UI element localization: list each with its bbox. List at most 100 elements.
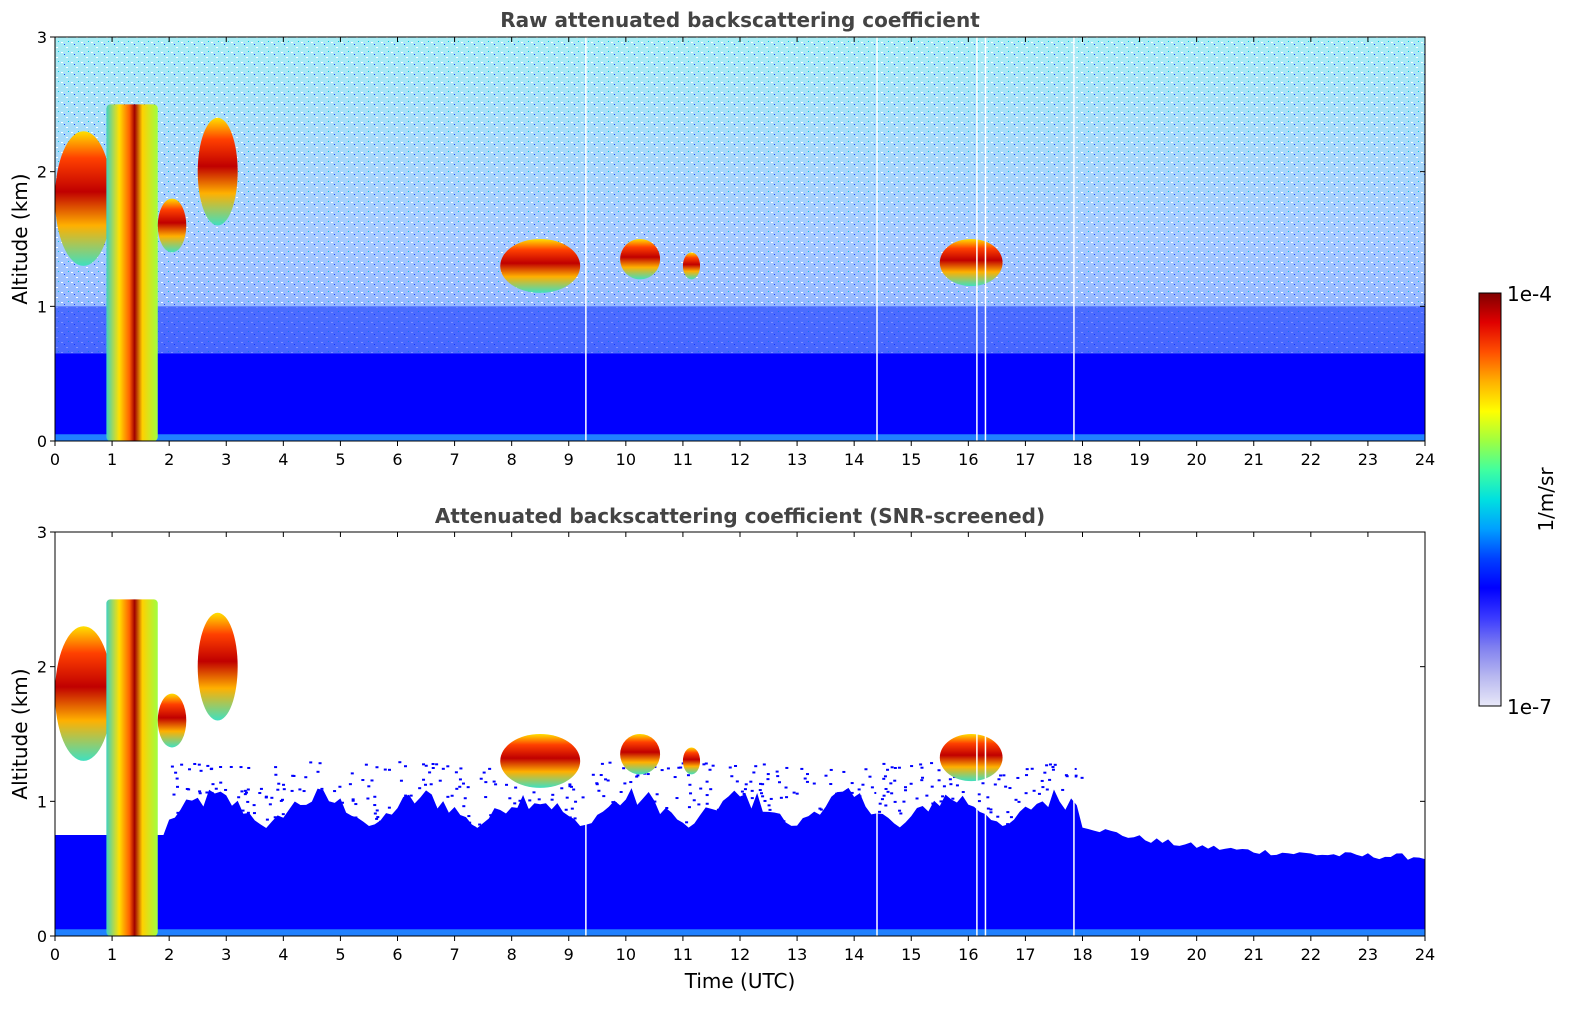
screened-pixel xyxy=(494,783,498,786)
screened-pixel xyxy=(172,793,176,796)
screened-pixel xyxy=(593,826,597,829)
screened-pixel xyxy=(766,773,770,776)
screened-pixel xyxy=(240,790,244,793)
screened-pixel xyxy=(555,825,559,828)
screened-pixel xyxy=(561,814,565,817)
cloud-layer xyxy=(939,734,1003,782)
screened-pixel xyxy=(513,802,517,805)
screened-pixel xyxy=(921,776,925,779)
screened-pixel xyxy=(849,826,853,829)
screened-pixel xyxy=(970,823,974,826)
screened-pixel xyxy=(941,820,945,823)
screened-pixel xyxy=(1014,798,1018,801)
screened-pixel xyxy=(989,808,993,811)
screened-pixel xyxy=(665,806,669,809)
screened-pixel xyxy=(939,800,943,803)
screened-pixel xyxy=(1017,800,1021,803)
screened-pixel xyxy=(620,824,624,827)
x-tick-label: 3 xyxy=(221,945,231,964)
screened-pixel xyxy=(209,768,213,771)
screened-pixel xyxy=(379,820,383,823)
x-tick-label: 12 xyxy=(730,450,750,469)
screened-pixel xyxy=(466,786,470,789)
screened-pixel xyxy=(689,792,693,795)
screened-pixel xyxy=(623,782,627,785)
screened-pixel xyxy=(841,816,845,819)
screened-pixel xyxy=(868,775,872,778)
screened-pixel xyxy=(532,828,536,831)
x-tick-label: 21 xyxy=(1244,450,1264,469)
x-tick-label: 16 xyxy=(958,450,978,469)
screened-pixel xyxy=(366,797,370,800)
screened-pixel xyxy=(1045,764,1049,767)
screened-pixel xyxy=(778,781,782,784)
screened-pixel xyxy=(173,821,177,824)
screened-pixel xyxy=(333,790,337,793)
screened-pixel xyxy=(237,809,241,812)
screened-pixel xyxy=(897,766,901,769)
x-tick-label: 14 xyxy=(844,945,864,964)
screened-pixel xyxy=(503,816,507,819)
screened-pixel xyxy=(568,820,572,823)
screened-pixel xyxy=(655,793,659,796)
screened-pixel xyxy=(493,826,497,829)
cloud-layer xyxy=(500,238,581,293)
screened-pixel xyxy=(886,790,890,793)
screened-pixel xyxy=(870,819,874,822)
screened-pixel xyxy=(890,792,894,795)
screened-pixel xyxy=(547,816,551,819)
screened-pixel xyxy=(750,797,754,800)
screened-pixel xyxy=(882,777,886,780)
screened-pixel xyxy=(351,798,355,801)
screened-pixel xyxy=(243,793,247,796)
screened-pixel xyxy=(775,770,779,773)
screened-pixel xyxy=(635,775,639,778)
screened-pixel xyxy=(350,772,354,775)
screened-pixel xyxy=(444,820,448,823)
screened-pixel xyxy=(239,766,243,769)
screened-pixel xyxy=(697,803,701,806)
screened-pixel xyxy=(565,796,569,799)
screened-pixel xyxy=(750,789,754,792)
screened-pixel xyxy=(508,823,512,826)
screened-pixel xyxy=(692,799,696,802)
screened-pixel xyxy=(886,768,890,771)
x-tick-label: 21 xyxy=(1244,945,1264,964)
screened-pixel xyxy=(647,811,651,814)
screened-pixel xyxy=(766,813,770,816)
x-tick-label: 18 xyxy=(1072,450,1092,469)
screened-pixel xyxy=(458,785,462,788)
screened-pixel xyxy=(944,821,948,824)
screened-pixel xyxy=(864,768,868,771)
screened-pixel xyxy=(619,791,623,794)
screened-pixel xyxy=(537,798,541,801)
screened-pixel xyxy=(1073,767,1077,770)
screened-pixel xyxy=(602,795,606,798)
screened-pixel xyxy=(1008,787,1012,790)
screened-pixel xyxy=(977,793,981,796)
screened-pixel xyxy=(1041,786,1045,789)
screened-pixel xyxy=(1016,776,1020,779)
screened-pixel xyxy=(763,799,767,802)
screened-pixel xyxy=(1053,763,1057,766)
y-tick-label: 0 xyxy=(37,432,47,451)
screened-pixel xyxy=(973,812,977,815)
screened-pixel xyxy=(883,775,887,778)
screened-pixel xyxy=(620,806,624,809)
screened-pixel xyxy=(686,774,690,777)
screened-pixel xyxy=(880,798,884,801)
screened-pixel xyxy=(551,793,555,796)
screened-pixel xyxy=(364,763,368,766)
screened-pixel xyxy=(1025,774,1029,777)
x-tick-label: 16 xyxy=(958,945,978,964)
screened-pixel xyxy=(574,800,578,803)
screened-pixel xyxy=(508,797,512,800)
screened-pixel xyxy=(281,813,285,816)
screened-pixel xyxy=(274,773,278,776)
screened-pixel xyxy=(622,767,626,770)
screened-pixel xyxy=(846,789,850,792)
screened-pixel xyxy=(884,787,888,790)
screened-pixel xyxy=(545,809,549,812)
screened-pixel xyxy=(608,813,612,816)
screened-pixel xyxy=(462,805,466,808)
